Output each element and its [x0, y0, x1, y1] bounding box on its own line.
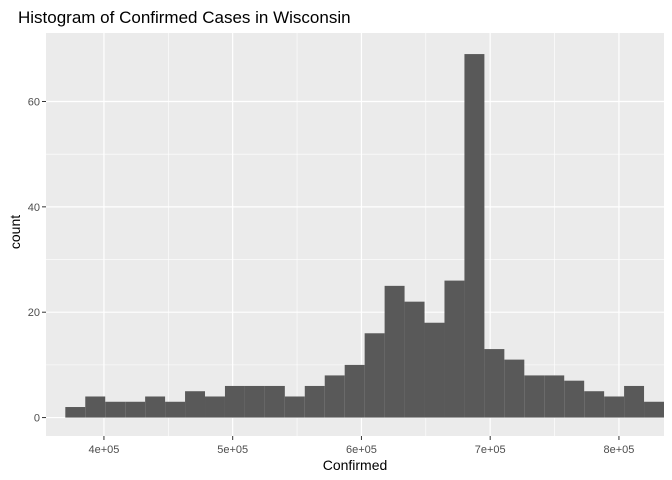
histogram-bar — [584, 391, 605, 418]
bars — [65, 54, 664, 418]
histogram-bar — [544, 375, 565, 418]
y-tick-label: 20 — [28, 307, 40, 319]
histogram-bar — [304, 385, 325, 418]
y-tick-label: 40 — [28, 202, 40, 214]
histogram-bar — [105, 401, 126, 418]
histogram-bar — [185, 391, 206, 418]
y-tick-label: 60 — [28, 96, 40, 108]
x-tick-label: 6e+05 — [346, 444, 377, 456]
histogram-bar — [484, 349, 505, 418]
x-axis-label: Confirmed — [323, 457, 388, 473]
histogram-bar — [264, 385, 285, 418]
histogram-bar — [65, 407, 86, 418]
histogram-bar — [424, 322, 445, 418]
histogram-bar — [344, 364, 365, 418]
y-axis-label: count — [7, 215, 23, 249]
x-tick-label: 8e+05 — [603, 444, 634, 456]
histogram-bar — [205, 396, 225, 418]
histogram-bar — [165, 401, 186, 418]
histogram-bar — [624, 385, 645, 418]
histogram-bar — [145, 396, 166, 418]
y-tick-label: 0 — [34, 413, 40, 425]
histogram-bar — [444, 280, 465, 418]
histogram-bar — [564, 380, 585, 418]
histogram-bar — [404, 301, 425, 418]
histogram-bar — [604, 396, 625, 418]
histogram-bar — [524, 375, 545, 418]
x-tick-label: 4e+05 — [88, 444, 119, 456]
histogram-bar — [244, 385, 265, 418]
histogram-bar — [464, 54, 485, 418]
histogram-bar — [85, 396, 106, 418]
histogram-bar — [644, 401, 664, 418]
histogram-bar — [364, 333, 385, 418]
x-axis: 4e+05 5e+05 6e+05 7e+05 8e+05 — [88, 436, 634, 456]
histogram-bar — [324, 375, 345, 418]
y-axis: 0 20 40 60 — [28, 96, 46, 425]
histogram-bar — [125, 401, 146, 418]
x-tick-label: 7e+05 — [475, 444, 506, 456]
histogram-bar — [224, 385, 245, 418]
histogram-bar — [284, 396, 305, 418]
histogram-bar — [384, 285, 405, 418]
chart-title: Histogram of Confirmed Cases in Wisconsi… — [18, 8, 351, 27]
grid-minor — [46, 33, 664, 436]
histogram-bar — [504, 359, 525, 418]
x-tick-label: 5e+05 — [217, 444, 248, 456]
